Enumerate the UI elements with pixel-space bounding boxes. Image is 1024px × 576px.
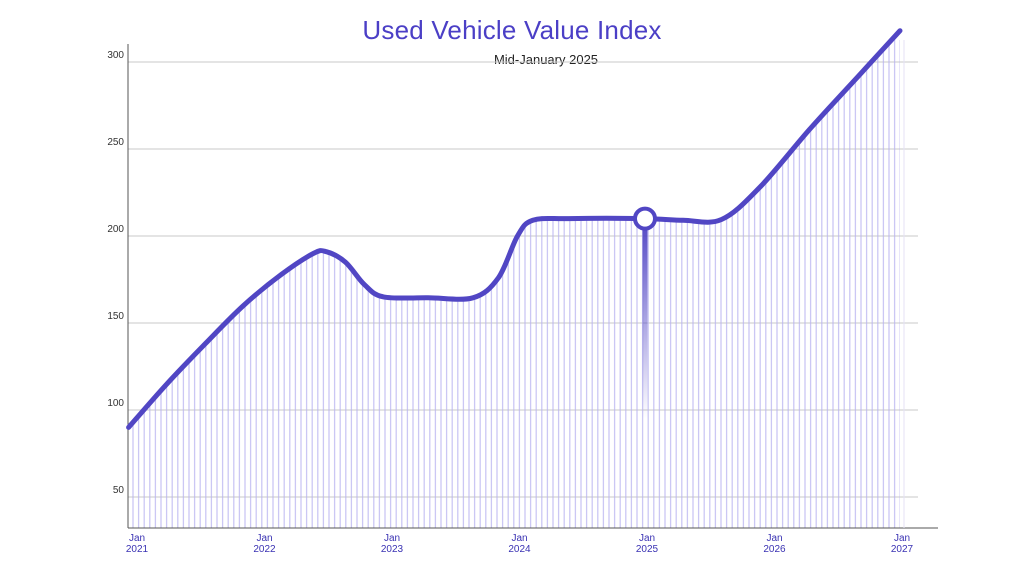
y-tick-label-100: 100 bbox=[107, 398, 124, 409]
x-tick-label-2023-month: Jan bbox=[384, 533, 400, 544]
highlight-point bbox=[633, 206, 657, 231]
series-line bbox=[126, 28, 903, 430]
x-tick-label-2023-year: 2023 bbox=[381, 544, 404, 555]
x-tick-label-2026-month: Jan bbox=[766, 533, 782, 544]
x-tick-label-2021-year: 2021 bbox=[126, 544, 149, 555]
y-tick-label-150: 150 bbox=[107, 311, 124, 322]
x-axis-ticks: Jan2021Jan2022Jan2023Jan2024Jan2025Jan20… bbox=[126, 533, 914, 555]
x-tick-label-2022-year: 2022 bbox=[253, 544, 276, 555]
x-tick-label-2025-year: 2025 bbox=[636, 544, 659, 555]
grid-lines bbox=[128, 61, 918, 498]
x-tick-label-2027-month: Jan bbox=[894, 533, 910, 544]
x-tick-label-2024-month: Jan bbox=[511, 533, 527, 544]
y-tick-label-200: 200 bbox=[107, 224, 124, 235]
chart-title: Used Vehicle Value Index bbox=[362, 15, 662, 45]
x-tick-label-2022-month: Jan bbox=[256, 533, 272, 544]
x-tick-label-2024-year: 2024 bbox=[508, 544, 531, 555]
y-tick-label-250: 250 bbox=[107, 137, 124, 148]
area-fill bbox=[132, 40, 901, 528]
series-line-layer bbox=[126, 28, 903, 430]
x-tick-label-2027-year: 2027 bbox=[891, 544, 914, 555]
y-tick-label-300: 300 bbox=[107, 50, 124, 61]
chart-subtitle: Mid-January 2025 bbox=[493, 52, 599, 67]
x-tick-label-2021-month: Jan bbox=[129, 533, 145, 544]
x-tick-label-2026-year: 2026 bbox=[763, 544, 786, 555]
y-axis-ticks: 50 100 150 200 250 300 bbox=[107, 50, 124, 496]
y-tick-label-50: 50 bbox=[113, 485, 125, 496]
highlight-marker-layer bbox=[633, 206, 657, 419]
highlight-drop-line bbox=[642, 218, 648, 419]
axes bbox=[127, 40, 938, 529]
x-tick-label-2025-month: Jan bbox=[639, 533, 655, 544]
